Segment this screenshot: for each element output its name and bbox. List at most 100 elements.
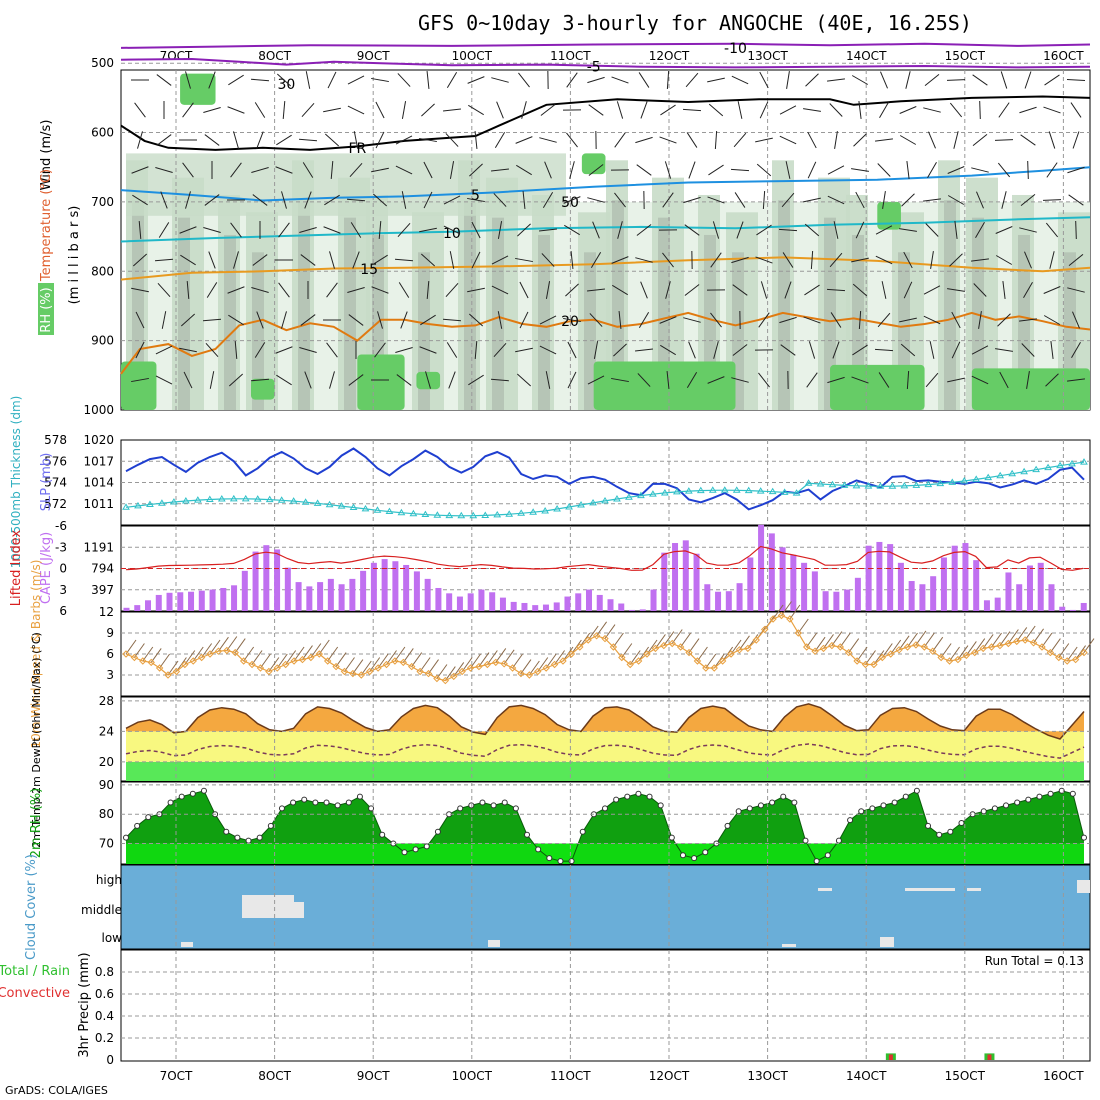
thickness-marker [625, 493, 633, 500]
wind-barb [592, 221, 600, 239]
top-tick-label: 9OCT [357, 49, 390, 63]
wind-barb [875, 138, 893, 142]
wind-barb [539, 315, 557, 325]
precip-axis: 0.8 0.6 0.4 0.2 0 [95, 965, 114, 1067]
wind-barb [976, 191, 984, 209]
wind-barb [138, 220, 142, 240]
wind-speed-marker [752, 636, 760, 644]
wind-barb [710, 252, 722, 268]
y-tick-label: -6 [55, 519, 67, 533]
wind-barb [474, 340, 478, 360]
cape-bar [123, 607, 130, 611]
bottom-tick-label: 14OCT [846, 1069, 887, 1083]
wind-speed-marker [576, 643, 584, 651]
wind-barb [928, 131, 936, 149]
wind-barb [1019, 106, 1037, 114]
wind-speed-marker [248, 660, 256, 669]
rh-layer-grey [492, 217, 504, 410]
wind-barb-10m [940, 643, 952, 658]
wind-barb [326, 282, 338, 298]
wind-speed-marker [365, 667, 374, 676]
wind-barb [924, 73, 940, 87]
wind-speed-marker [466, 664, 475, 672]
wind-barb [570, 250, 574, 270]
wind-barb [997, 162, 1011, 178]
wind-barb [300, 314, 316, 326]
wind-barb [851, 168, 869, 172]
wind-barb [1043, 315, 1061, 325]
wind-speed-marker [164, 671, 172, 679]
rh-marker [345, 799, 352, 806]
cape-bar [876, 541, 883, 611]
wind-barb [1023, 281, 1033, 299]
wind-barb-10m [133, 643, 145, 658]
wind-barb [685, 72, 699, 88]
top-date-axis: 7OCT 8OCT 9OCT 10OCT 11OCT 12OCT 13OCT 14OCT 15O… [160, 49, 1085, 63]
cloud-patch [905, 888, 955, 891]
thickness-marker [122, 503, 130, 510]
thickness-marker [1008, 469, 1017, 477]
y-tick-label: 6 [106, 647, 114, 661]
wind-barb [949, 253, 963, 267]
wind-barb [587, 76, 605, 84]
precip-frame [120, 949, 1091, 1062]
wind-speed-marker [559, 657, 567, 665]
wind-barb [731, 75, 749, 85]
wind-barb [521, 101, 527, 119]
thickness-marker [146, 500, 154, 508]
wind-barb [1020, 193, 1036, 207]
wind-barb [640, 101, 648, 119]
rh-marker [769, 799, 776, 806]
y-tick-label: 700 [91, 195, 114, 209]
wind-barb [545, 281, 551, 299]
wind-barb [347, 105, 365, 115]
cape-bar [499, 597, 506, 611]
thickness-marker [421, 510, 430, 518]
wind-barb [618, 310, 622, 330]
wind-barb [684, 284, 700, 296]
wind-speed-marker [475, 662, 483, 671]
wind-speed-marker [626, 660, 634, 669]
cape-bar [607, 599, 614, 611]
wind-barb [186, 280, 190, 300]
wind-barb-10m [789, 604, 801, 620]
rh-layer-grey [178, 217, 190, 410]
y-tick-label: 6 [59, 604, 67, 618]
wind-barb [397, 222, 411, 238]
rh-marker [635, 790, 642, 797]
wind-speed-marker [1080, 648, 1088, 657]
top-tick-label: 7OCT [160, 49, 193, 63]
wind-barb [423, 161, 433, 179]
thickness-marker [924, 480, 933, 488]
temp-fill [125, 703, 1085, 781]
wind-barb-10m [344, 657, 355, 672]
wind-barb [420, 253, 436, 267]
wind-speed-marker [181, 660, 189, 669]
wind-barb-10m [705, 653, 717, 669]
wind-speed-marker [1071, 655, 1080, 664]
thickness-marker [301, 498, 310, 505]
dewpoint-line [125, 743, 1085, 759]
wind-barb [567, 341, 577, 359]
rh-marker [646, 793, 653, 800]
wind-barb [947, 377, 965, 383]
wind-barb [1001, 191, 1007, 209]
wind-speed-marker [727, 650, 735, 658]
wind-barb-10m [554, 650, 565, 665]
wind-barb [882, 191, 886, 209]
wind-barb [401, 191, 407, 209]
wind-barb [927, 161, 937, 179]
wind-speed-marker [315, 650, 323, 658]
y-tick-label: 0.2 [95, 1031, 114, 1045]
wind-barb [611, 377, 629, 383]
rh-marker [401, 849, 408, 856]
rh-layer-grey [824, 217, 836, 410]
wind-barb [515, 136, 533, 144]
y-tick-label: 3 [106, 668, 114, 682]
wind-barb-10m [520, 659, 532, 674]
wind-barb [497, 311, 503, 329]
wind-speed-marker [643, 650, 651, 658]
temp-grid [121, 697, 1090, 781]
wind-barb [947, 288, 965, 292]
rh-green-patch [830, 364, 925, 410]
